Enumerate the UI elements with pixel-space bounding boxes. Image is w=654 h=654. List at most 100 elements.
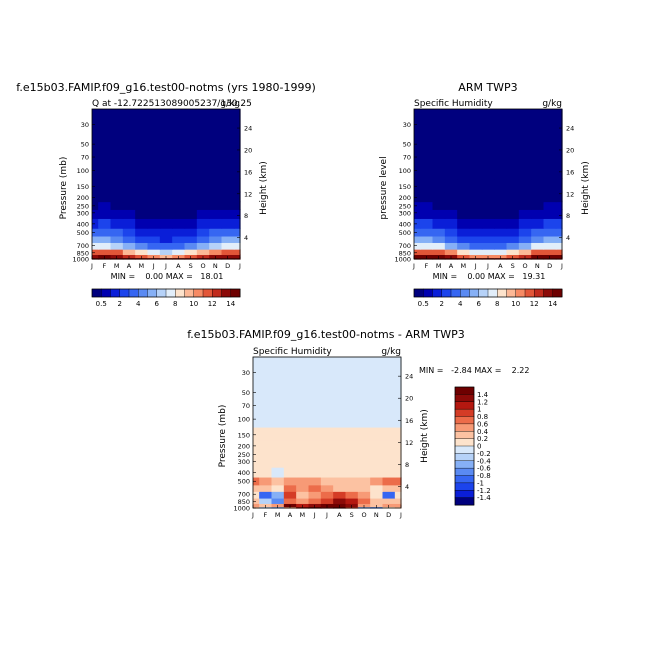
colorbar-label: -1 [477, 479, 484, 487]
colorbar-label: 1.4 [477, 391, 489, 399]
data-cell [283, 426, 297, 441]
data-cell [518, 242, 532, 250]
y2-tick-label: 4 [566, 234, 570, 242]
data-cell [122, 178, 136, 193]
colorbar-label: 0.8 [477, 413, 488, 421]
data-cell [233, 109, 241, 180]
data-cell [432, 201, 446, 210]
colorbar-swatch [454, 453, 475, 462]
data-cell [444, 178, 458, 193]
y-tick-label: 400 [399, 220, 411, 228]
data-cell [253, 426, 260, 441]
data-cell [531, 178, 545, 193]
colorbar-swatch [184, 288, 195, 298]
colorbar-swatch [454, 386, 475, 395]
x-tick-label: N [374, 511, 379, 519]
data-cell [382, 491, 396, 499]
data-cell [259, 491, 273, 499]
data-cell [135, 178, 149, 193]
colorbar-swatch [432, 288, 443, 298]
data-cell [394, 458, 402, 468]
data-cell [221, 249, 235, 255]
data-cell [308, 426, 322, 441]
colorbar-label: -0.6 [477, 465, 491, 473]
data-cell [110, 242, 124, 250]
x-tick-label: J [560, 262, 563, 270]
data-cell [233, 242, 241, 250]
data-cell [357, 484, 371, 492]
y-tick-label: 150 [399, 183, 411, 191]
data-cell [233, 191, 241, 203]
colorbar-swatch [469, 288, 480, 298]
data-cell [345, 426, 359, 441]
colorbar-frame [413, 288, 563, 298]
data-cell [147, 109, 161, 180]
data-cell [259, 458, 273, 468]
colorbar-label: 8 [173, 300, 177, 308]
colorbar-swatch [454, 408, 475, 418]
data-cell [259, 497, 273, 504]
data-cell [531, 235, 545, 243]
data-cell [308, 497, 322, 504]
data-cell [333, 476, 347, 486]
data-cell [345, 476, 359, 486]
x-tick-label: J [325, 511, 328, 519]
data-cell [370, 503, 384, 508]
colorbar-swatch [212, 288, 223, 298]
y-tick-label: 100 [399, 167, 411, 175]
data-cell [457, 209, 471, 219]
data-cell [92, 178, 99, 193]
data-cell [481, 109, 495, 180]
y-tick-label: 250 [238, 451, 250, 459]
colorbar-swatch [441, 288, 452, 298]
data-cell [531, 209, 545, 219]
data-cell [333, 503, 347, 508]
data-cell [308, 467, 322, 478]
colorbar-swatch [454, 394, 475, 403]
colorbar-swatch [454, 423, 475, 432]
data-cell [253, 484, 260, 492]
x-tick-label: D [225, 262, 230, 270]
data-cell [172, 209, 186, 219]
data-cell [209, 235, 223, 243]
data-cell [147, 218, 161, 229]
data-cell [147, 249, 161, 255]
data-cell [209, 218, 223, 229]
data-cell [333, 506, 347, 509]
data-cell [432, 218, 446, 229]
y-tick-label: 400 [77, 220, 89, 228]
y2-tick-label: 4 [405, 483, 409, 491]
data-cell [110, 191, 124, 203]
data-cell [296, 458, 310, 468]
y-tick-label: 700 [77, 242, 89, 250]
data-cell [283, 450, 297, 459]
data-cell [172, 242, 186, 250]
data-cell [333, 458, 347, 468]
x-tick-label: O [200, 262, 205, 270]
colorbar-swatch [423, 288, 434, 298]
data-cell [221, 228, 235, 237]
colorbar-swatch [101, 288, 112, 298]
data-cell [92, 218, 99, 229]
data-cell [432, 235, 446, 243]
data-cell [308, 484, 322, 492]
y-tick-label: 250 [399, 202, 411, 210]
data-cell [494, 109, 508, 180]
x-tick-label: A [449, 262, 454, 270]
y2-tick-label: 24 [566, 125, 574, 133]
data-cell [271, 467, 285, 478]
colorbar-swatch [454, 445, 475, 454]
data-cell [469, 218, 483, 229]
data-cell [159, 228, 173, 237]
data-cell [494, 249, 508, 255]
data-cell [481, 235, 495, 243]
y-tick-label: 70 [81, 154, 89, 162]
data-cell [147, 228, 161, 237]
data-cell [209, 254, 223, 259]
x-tick-label: D [386, 511, 391, 519]
colorbar-label: 1.2 [477, 398, 488, 406]
data-cell [420, 109, 434, 180]
data-cell [481, 178, 495, 193]
data-cell [253, 497, 260, 504]
